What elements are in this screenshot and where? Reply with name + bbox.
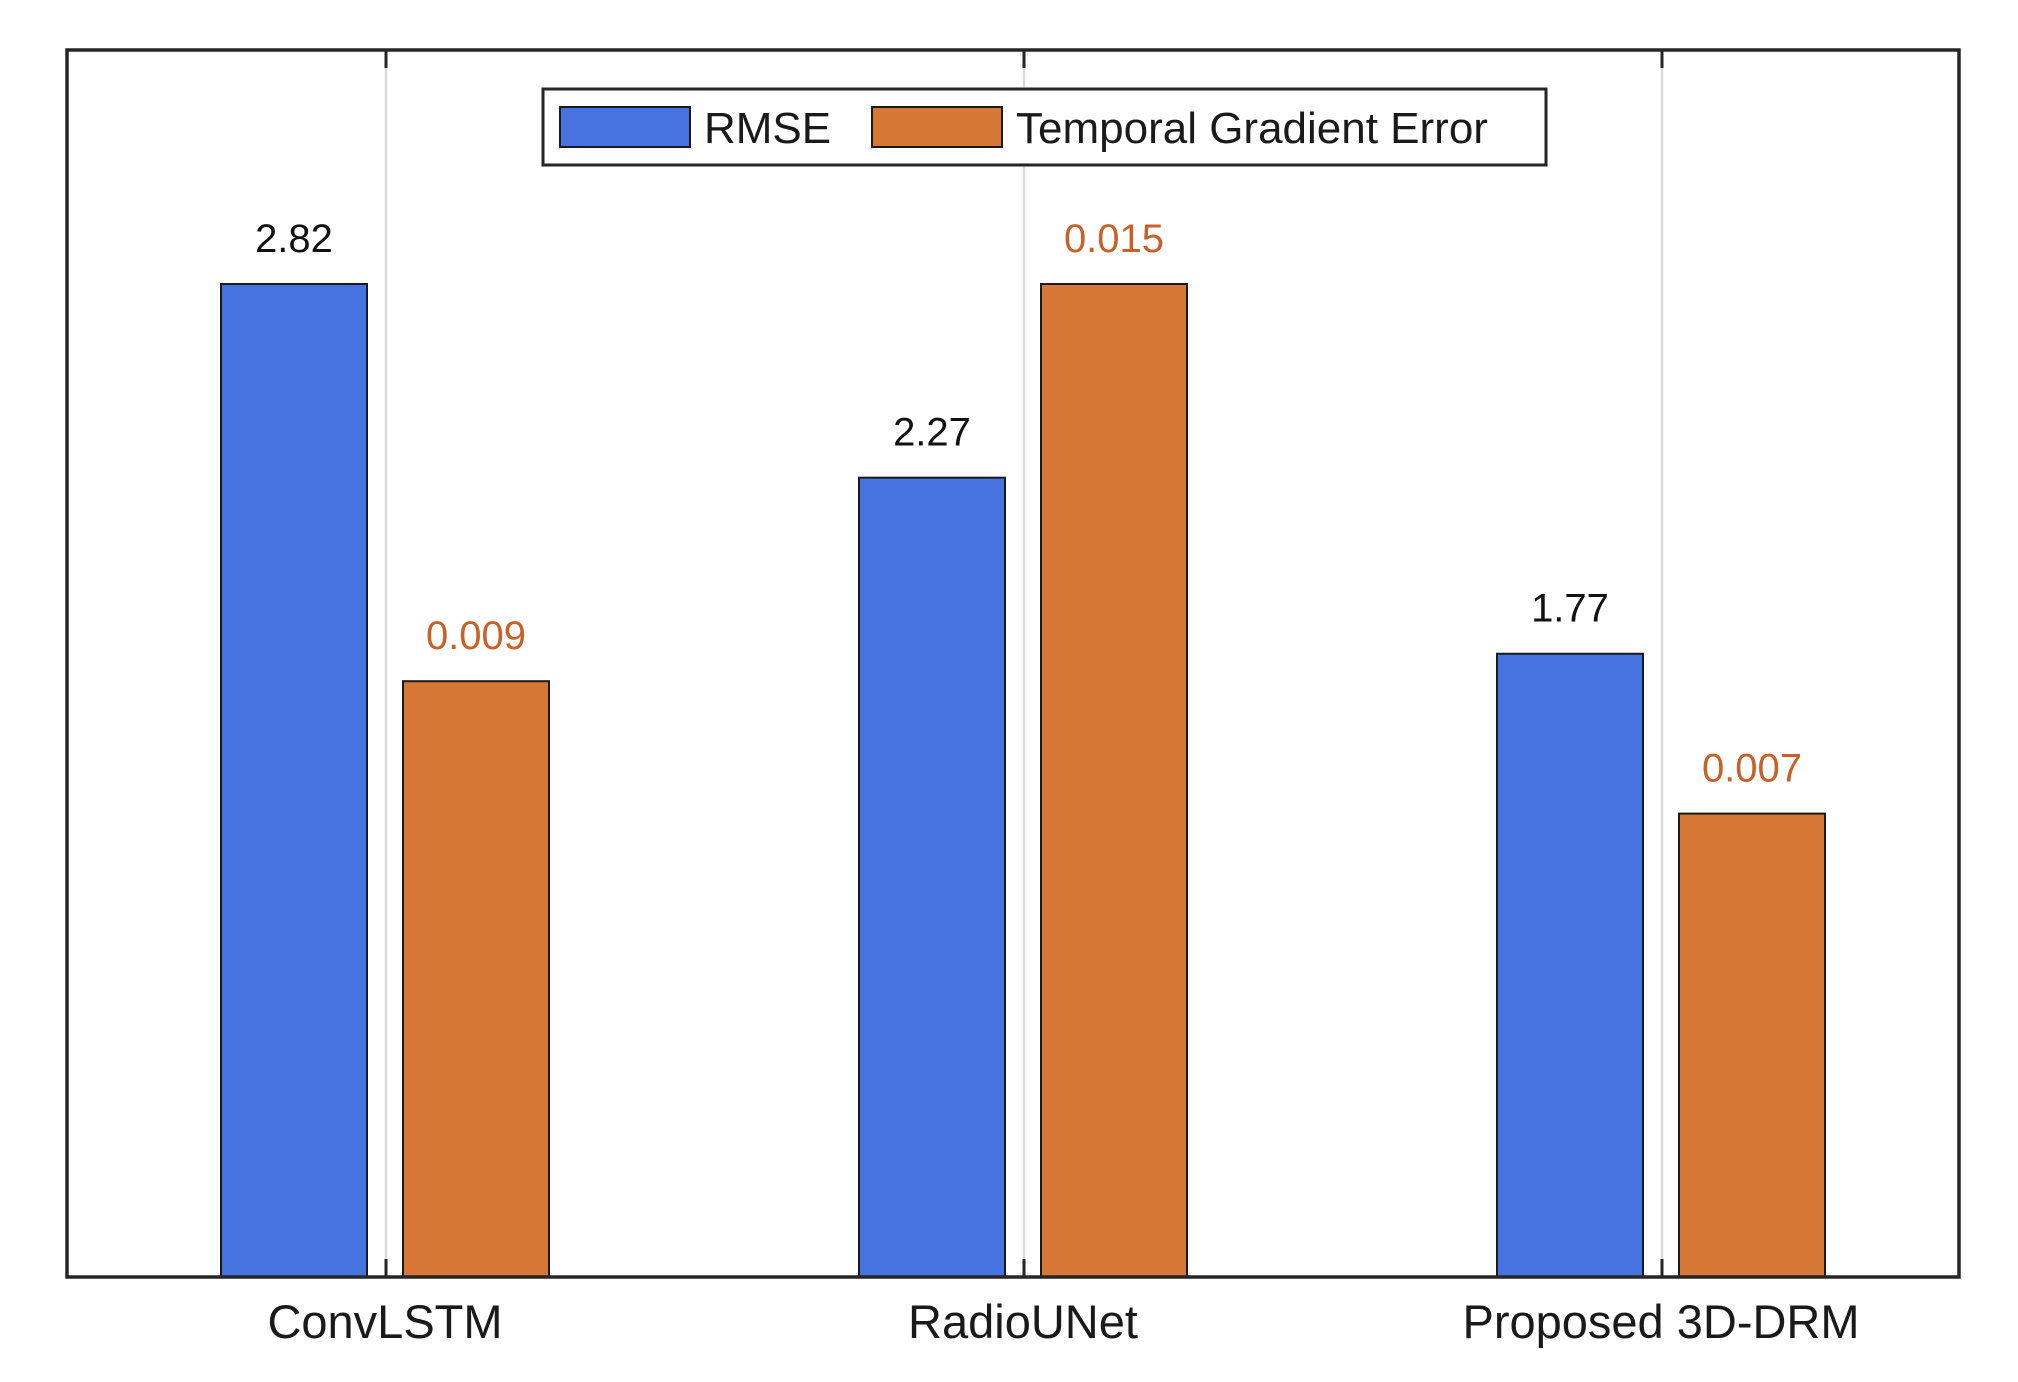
data-label-rmse-proposed-3d-drm: 1.77 [1531,587,1609,631]
legend-label-rmse: RMSE [704,104,831,153]
x-axis-tick-labels: ConvLSTM RadioUNet Proposed 3D-DRM [267,1295,1859,1348]
bars [220,283,1826,1278]
bar-temporal-gradient-error-convlstm [402,680,550,1278]
x-tick-label-radiounet: RadioUNet [908,1295,1138,1348]
data-label-temporal-gradient-error-radiounet: 0.015 [1064,217,1164,261]
bar-temporal-gradient-error-radiounet [1040,283,1188,1278]
x-tick-label-proposed-3d-drm: Proposed 3D-DRM [1462,1295,1859,1348]
legend-swatch-temporal-gradient-error [871,106,1003,148]
data-label-temporal-gradient-error-proposed-3d-drm: 0.007 [1702,747,1802,791]
plot-area-frame [65,48,1961,1279]
legend: RMSE Temporal Gradient Error [541,87,1548,167]
axis-ticks [384,50,1664,1277]
bar-rmse-radiounet [858,476,1006,1278]
bar-rmse-proposed-3d-drm [1496,652,1644,1278]
data-label-temporal-gradient-error-convlstm: 0.009 [426,614,526,658]
bar-temporal-gradient-error-proposed-3d-drm [1678,812,1826,1278]
legend-box [541,87,1548,167]
bar-rmse-convlstm [220,283,368,1278]
legend-label-temporal-gradient-error: Temporal Gradient Error [1016,104,1488,153]
data-label-rmse-radiounet: 2.27 [893,411,971,455]
data-label-rmse-convlstm: 2.82 [255,217,333,261]
x-tick-label-convlstm: ConvLSTM [267,1295,502,1348]
grid-lines [384,50,1664,1277]
data-labels: 2.82 2.27 1.77 0.009 0.015 0.007 [255,217,1802,791]
legend-swatch-rmse [559,106,691,148]
